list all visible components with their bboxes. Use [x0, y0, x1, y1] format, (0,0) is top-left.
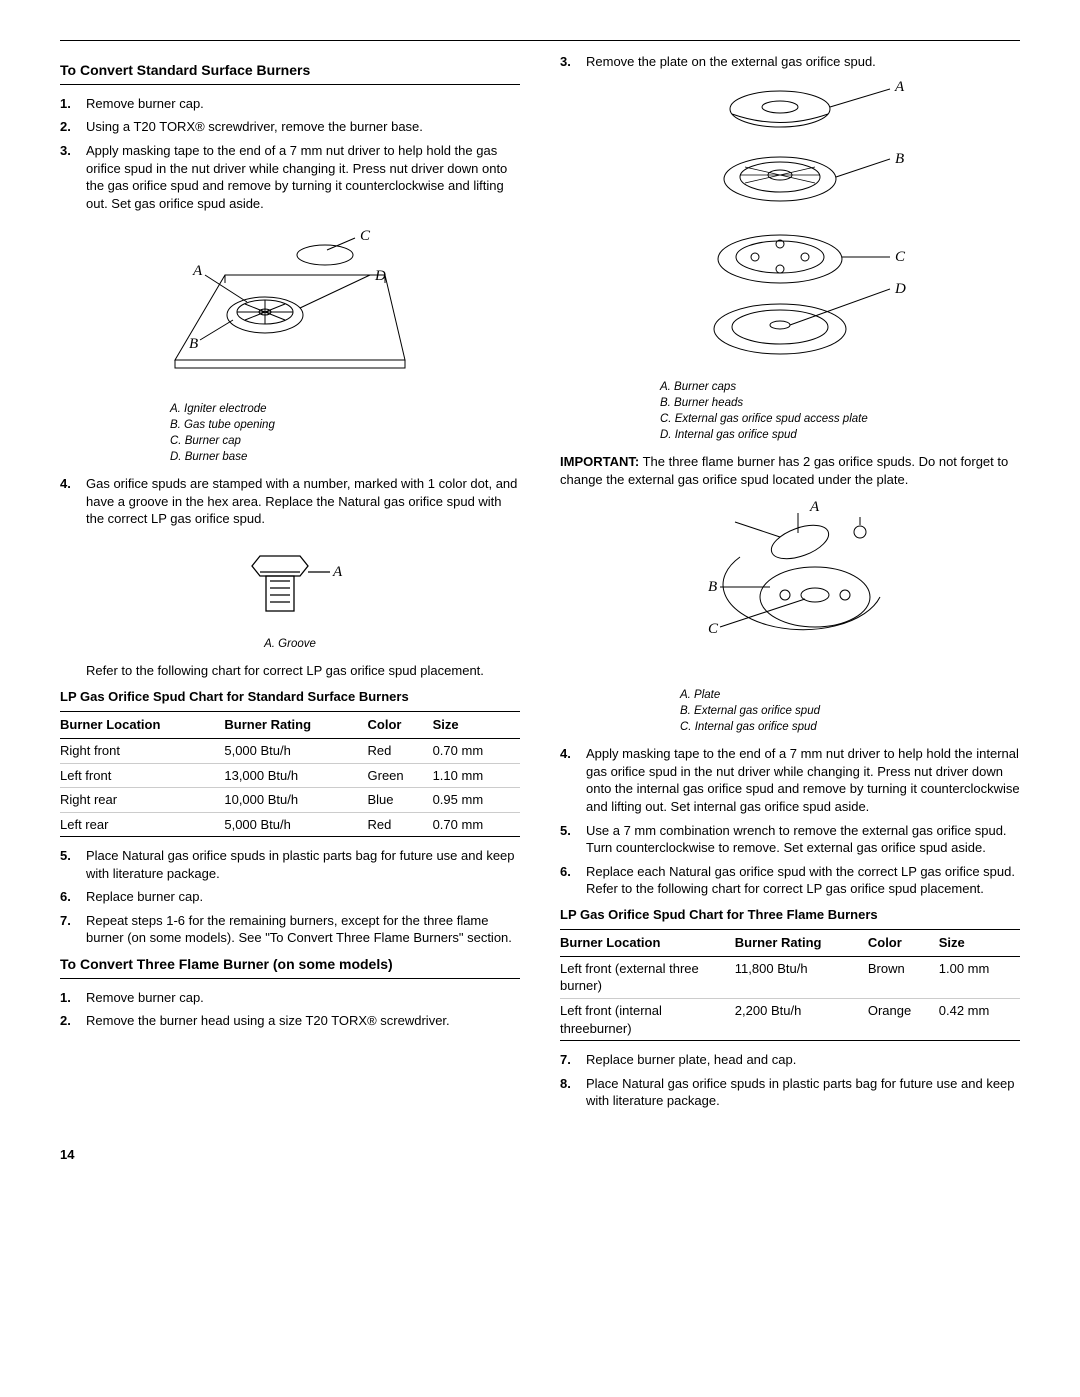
fig1-label-C: C	[360, 228, 371, 244]
t1-h1: Burner Location	[60, 712, 224, 739]
fig4-B: B	[708, 579, 717, 595]
fig2-legend: A. Groove	[60, 636, 520, 652]
fig3-D: D	[894, 281, 906, 297]
important-label: IMPORTANT:	[560, 454, 639, 469]
fig1-legend-a: A. Igniter electrode	[170, 401, 520, 417]
table-row: Left rear5,000 Btu/hRed0.70 mm	[60, 812, 520, 837]
steps2-1-2: Remove burner cap. Remove the burner hea…	[60, 989, 520, 1030]
steps-1-3: Remove burner cap. Using a T20 TORX® scr…	[60, 95, 520, 212]
table-threeflame: Burner Location Burner Rating Color Size…	[560, 929, 1020, 1041]
left-column: To Convert Standard Surface Burners Remo…	[60, 53, 520, 1116]
step-2: Using a T20 TORX® screwdriver, remove th…	[60, 118, 520, 136]
figure-exploded: A B C D	[560, 79, 1020, 374]
figure-spud: A	[60, 536, 520, 631]
step-4: Gas orifice spuds are stamped with a num…	[60, 475, 520, 528]
t1-h3: Color	[368, 712, 433, 739]
fig1-legend-d: D. Burner base	[170, 449, 520, 465]
r-step-8: Place Natural gas orifice spuds in plast…	[560, 1075, 1020, 1110]
step-6: Replace burner cap.	[60, 888, 520, 906]
chart2-title: LP Gas Orifice Spud Chart for Three Flam…	[560, 906, 1020, 924]
fig3-A: A	[894, 79, 905, 95]
r-step-5: Use a 7 mm combination wrench to remove …	[560, 822, 1020, 857]
fig4-C: C	[708, 621, 719, 637]
fig3-legend-c: C. External gas orifice spud access plat…	[660, 411, 1020, 427]
fig4-legend-b: B. External gas orifice spud	[680, 703, 1020, 719]
right-steps-7-8: Replace burner plate, head and cap. Plac…	[560, 1051, 1020, 1110]
t2-h1: Burner Location	[560, 930, 735, 957]
fig3-legend: A. Burner caps B. Burner heads C. Extern…	[660, 379, 1020, 443]
fig1-label-A: A	[192, 263, 203, 279]
fig4-legend: A. Plate B. External gas orifice spud C.…	[680, 687, 1020, 735]
t2-h4: Size	[939, 930, 1020, 957]
figure-burner-base: A B C D	[60, 220, 520, 395]
fig3-C: C	[895, 249, 906, 265]
table-row: Left front13,000 Btu/hGreen1.10 mm	[60, 763, 520, 788]
table-row: Right rear10,000 Btu/hBlue0.95 mm	[60, 788, 520, 813]
figure-plate: A B C	[560, 497, 1020, 682]
step-7: Repeat steps 1-6 for the remaining burne…	[60, 912, 520, 947]
fig3-legend-a: A. Burner caps	[660, 379, 1020, 395]
fig3-B: B	[895, 151, 904, 167]
refer-text: Refer to the following chart for correct…	[86, 662, 520, 680]
r-step-7: Replace burner plate, head and cap.	[560, 1051, 1020, 1069]
table-row: Right front5,000 Btu/hRed0.70 mm	[60, 739, 520, 764]
fig4-legend-a: A. Plate	[680, 687, 1020, 703]
chart1-title: LP Gas Orifice Spud Chart for Standard S…	[60, 688, 520, 706]
steps-5-7: Place Natural gas orifice spuds in plast…	[60, 847, 520, 947]
r-step-6: Replace each Natural gas orifice spud wi…	[560, 863, 1020, 898]
table-row: Left front (internal threeburner)2,200 B…	[560, 998, 1020, 1040]
top-rule	[60, 40, 1020, 41]
fig1-label-B: B	[189, 336, 198, 352]
table-standard-burners: Burner Location Burner Rating Color Size…	[60, 711, 520, 837]
page-content: To Convert Standard Surface Burners Remo…	[60, 53, 1020, 1116]
important-note: IMPORTANT: The three flame burner has 2 …	[560, 453, 1020, 488]
fig1-legend: A. Igniter electrode B. Gas tube opening…	[170, 401, 520, 465]
section-title-threeflame: To Convert Three Flame Burner (on some m…	[60, 955, 520, 979]
step-3: Apply masking tape to the end of a 7 mm …	[60, 142, 520, 212]
t1-h4: Size	[433, 712, 520, 739]
t2-h2: Burner Rating	[735, 930, 868, 957]
steps-4: Gas orifice spuds are stamped with a num…	[60, 475, 520, 528]
fig2-label-A: A	[332, 564, 343, 580]
fig1-legend-b: B. Gas tube opening	[170, 417, 520, 433]
right-steps-4-6: Apply masking tape to the end of a 7 mm …	[560, 745, 1020, 897]
step2-1: Remove burner cap.	[60, 989, 520, 1007]
fig4-A: A	[809, 499, 820, 515]
step-1: Remove burner cap.	[60, 95, 520, 113]
table-row: Left front (external three burner)11,800…	[560, 956, 1020, 998]
right-column: Remove the plate on the external gas ori…	[560, 53, 1020, 1116]
section-title-standard: To Convert Standard Surface Burners	[60, 61, 520, 85]
t2-h3: Color	[868, 930, 939, 957]
fig1-label-D: D	[374, 268, 386, 284]
r-step-4: Apply masking tape to the end of a 7 mm …	[560, 745, 1020, 815]
fig1-legend-c: C. Burner cap	[170, 433, 520, 449]
fig3-legend-b: B. Burner heads	[660, 395, 1020, 411]
fig4-legend-c: C. Internal gas orifice spud	[680, 719, 1020, 735]
fig3-legend-d: D. Internal gas orifice spud	[660, 427, 1020, 443]
page-number: 14	[60, 1146, 1020, 1164]
right-step-3: Remove the plate on the external gas ori…	[560, 53, 1020, 71]
step-5: Place Natural gas orifice spuds in plast…	[60, 847, 520, 882]
r-step-3: Remove the plate on the external gas ori…	[560, 53, 1020, 71]
step2-2: Remove the burner head using a size T20 …	[60, 1012, 520, 1030]
t1-h2: Burner Rating	[224, 712, 367, 739]
